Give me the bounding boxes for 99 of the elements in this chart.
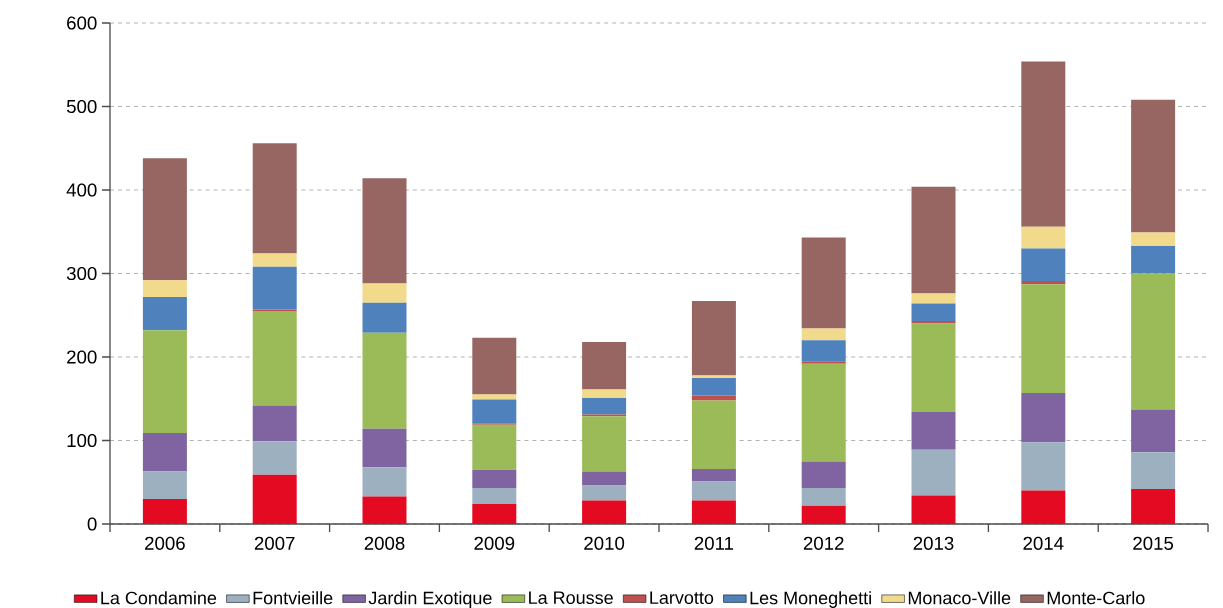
bar bbox=[1021, 284, 1066, 393]
x-tick-label: 2006 bbox=[145, 536, 185, 550]
bar bbox=[582, 341, 627, 390]
y-tick-label: 200 bbox=[67, 350, 97, 364]
x-tick-label: 2015 bbox=[1133, 536, 1174, 550]
bar bbox=[142, 280, 187, 297]
bar bbox=[362, 428, 407, 468]
bar bbox=[1021, 392, 1066, 443]
legend-label: Monte-Carlo bbox=[1047, 591, 1145, 605]
bar bbox=[1021, 281, 1066, 285]
bar bbox=[252, 253, 297, 267]
legend-label: La Rousse bbox=[529, 591, 613, 605]
bar bbox=[911, 495, 956, 524]
bar bbox=[362, 496, 407, 524]
y-tick-label: 100 bbox=[67, 433, 97, 448]
bar bbox=[472, 469, 517, 489]
bar bbox=[252, 405, 297, 442]
bar bbox=[362, 467, 407, 497]
bar bbox=[691, 468, 736, 482]
bar bbox=[801, 505, 846, 524]
legend-label: Fontvieille bbox=[253, 591, 333, 605]
bar bbox=[691, 500, 736, 524]
x-tick-label: 2014 bbox=[1023, 536, 1064, 550]
bar bbox=[1021, 442, 1066, 491]
bar bbox=[472, 399, 517, 424]
bar bbox=[142, 296, 187, 331]
legend-label: Les Moneghetti bbox=[750, 591, 871, 608]
bar bbox=[691, 375, 736, 378]
bar bbox=[582, 397, 627, 415]
bar bbox=[801, 361, 846, 364]
bar bbox=[1131, 232, 1176, 246]
y-tick-label: 400 bbox=[66, 183, 97, 197]
bar bbox=[142, 432, 187, 472]
bar bbox=[142, 158, 187, 281]
bar bbox=[252, 441, 297, 475]
y-tick-label: 600 bbox=[67, 16, 97, 30]
bar bbox=[362, 302, 407, 333]
bar bbox=[801, 237, 846, 329]
bar bbox=[362, 283, 407, 303]
bar bbox=[1021, 490, 1066, 524]
bar bbox=[1021, 226, 1066, 249]
bar bbox=[691, 301, 736, 376]
x-tick-label: 2008 bbox=[364, 536, 405, 550]
bar bbox=[801, 340, 846, 362]
bar bbox=[582, 389, 627, 398]
bar bbox=[252, 143, 297, 254]
bar bbox=[472, 337, 517, 395]
x-tick-label: 2009 bbox=[474, 536, 515, 550]
bar bbox=[582, 471, 627, 486]
y-tick-label: 500 bbox=[66, 99, 97, 114]
bar bbox=[472, 503, 517, 524]
bar bbox=[801, 488, 846, 506]
legend-label: Jardin Exotique bbox=[368, 591, 492, 608]
bar bbox=[911, 321, 956, 324]
bar bbox=[801, 328, 846, 341]
bar bbox=[1131, 99, 1176, 233]
bar bbox=[911, 303, 956, 322]
x-tick-label: 2011 bbox=[694, 536, 734, 550]
x-tick-label: 2010 bbox=[584, 536, 625, 550]
bar bbox=[691, 481, 736, 501]
bar bbox=[1131, 273, 1176, 410]
bar bbox=[362, 332, 407, 429]
bar bbox=[362, 178, 407, 284]
bar bbox=[1131, 452, 1176, 489]
bar bbox=[1131, 245, 1176, 274]
bar bbox=[691, 395, 736, 401]
legend-label: Larvotto bbox=[650, 591, 714, 605]
bar bbox=[252, 266, 297, 310]
legend-label: La Condamine bbox=[101, 591, 217, 605]
bar bbox=[801, 461, 846, 489]
bar bbox=[911, 186, 956, 294]
bar bbox=[801, 363, 846, 462]
legend-label: Monaco-Ville bbox=[908, 591, 1011, 605]
bar bbox=[582, 485, 627, 501]
y-tick-label: 300 bbox=[66, 266, 97, 281]
bar bbox=[911, 449, 956, 496]
bar bbox=[911, 323, 956, 413]
bar bbox=[472, 424, 517, 470]
x-tick-label: 2007 bbox=[254, 536, 295, 550]
bar bbox=[252, 474, 297, 524]
bar bbox=[582, 500, 627, 524]
bar bbox=[691, 377, 736, 396]
bar bbox=[142, 498, 187, 524]
bar bbox=[911, 412, 956, 450]
bar bbox=[472, 488, 517, 504]
bar bbox=[911, 293, 956, 304]
bar bbox=[472, 394, 517, 400]
bar bbox=[1131, 409, 1176, 453]
bar bbox=[142, 330, 187, 433]
bar bbox=[691, 400, 736, 469]
x-tick-label: 2013 bbox=[913, 536, 954, 550]
bar bbox=[142, 471, 187, 499]
bar bbox=[1021, 248, 1066, 282]
y-tick-label: 0 bbox=[87, 517, 97, 531]
bar bbox=[1021, 61, 1066, 227]
bar bbox=[582, 416, 627, 472]
x-tick-label: 2012 bbox=[803, 536, 844, 550]
bar bbox=[252, 311, 297, 406]
bar bbox=[1131, 488, 1176, 524]
